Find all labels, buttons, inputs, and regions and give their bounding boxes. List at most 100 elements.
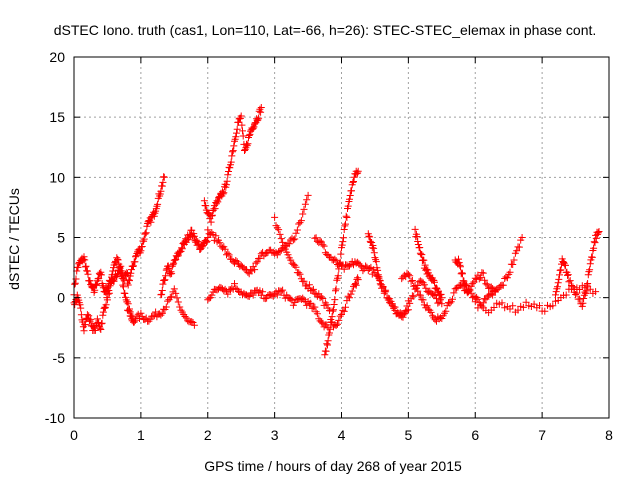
data-point-marker xyxy=(490,304,498,311)
data-point-marker xyxy=(225,168,232,175)
data-point-marker xyxy=(212,232,220,240)
data-point-marker xyxy=(246,130,254,138)
data-point-marker xyxy=(351,281,359,289)
x-tick-label: 7 xyxy=(538,427,546,443)
data-point-marker xyxy=(346,195,353,203)
data-point-marker xyxy=(96,324,104,332)
data-point-marker xyxy=(76,301,84,309)
data-point-marker xyxy=(519,303,527,311)
y-axis-title: dSTEC / TECUs xyxy=(6,188,22,290)
data-point-marker xyxy=(132,253,139,261)
data-point-marker xyxy=(230,142,238,150)
data-point-marker xyxy=(101,304,109,312)
data-point-marker xyxy=(331,296,339,304)
data-point-marker xyxy=(154,200,162,208)
data-point-marker xyxy=(312,234,320,242)
data-point-marker xyxy=(307,299,315,307)
data-point-marker xyxy=(208,212,216,220)
data-point-marker xyxy=(277,287,285,295)
data-point-marker xyxy=(457,263,464,271)
data-point-marker xyxy=(114,256,122,264)
data-point-marker xyxy=(319,241,327,249)
data-point-marker xyxy=(341,222,349,230)
data-point-marker xyxy=(92,281,100,289)
data-point-marker xyxy=(568,282,575,289)
data-point-marker xyxy=(437,290,445,298)
data-point-marker xyxy=(224,290,232,298)
data-point-marker xyxy=(91,286,99,294)
data-point-marker xyxy=(330,306,337,314)
data-point-marker xyxy=(239,127,246,135)
data-point-marker xyxy=(337,250,345,258)
data-point-marker xyxy=(249,124,257,132)
data-point-marker xyxy=(86,277,94,285)
data-point-marker xyxy=(284,251,292,259)
data-point-marker xyxy=(200,197,208,205)
data-point-marker xyxy=(572,291,580,298)
data-point-marker xyxy=(97,320,105,328)
data-point-marker xyxy=(584,280,592,287)
data-point-marker xyxy=(146,217,154,225)
data-point-marker xyxy=(335,316,343,324)
data-point-marker xyxy=(202,202,210,210)
data-point-marker xyxy=(157,311,165,319)
data-point-marker xyxy=(273,224,281,232)
data-point-marker xyxy=(586,266,594,274)
data-point-marker xyxy=(473,293,481,301)
data-point-marker xyxy=(120,275,127,283)
x-tick-label: 5 xyxy=(404,427,412,443)
data-point-marker xyxy=(332,322,340,329)
data-point-marker xyxy=(109,267,117,275)
data-point-marker xyxy=(581,288,589,296)
data-point-marker xyxy=(340,226,348,233)
data-point-marker xyxy=(556,271,563,279)
data-point-marker xyxy=(275,226,283,234)
data-point-marker xyxy=(479,269,487,277)
data-point-marker xyxy=(499,281,507,289)
data-point-marker xyxy=(173,252,181,260)
data-point-marker xyxy=(219,190,227,198)
x-tick-label: 3 xyxy=(271,427,279,443)
y-tick-label: 5 xyxy=(57,230,65,246)
data-point-marker xyxy=(281,245,289,253)
data-point-marker xyxy=(94,319,102,326)
data-point-marker xyxy=(77,311,85,319)
data-point-marker xyxy=(84,270,92,278)
data-point-marker xyxy=(459,270,466,278)
data-point-marker xyxy=(346,294,353,302)
data-point-marker xyxy=(420,281,428,289)
data-point-marker xyxy=(352,281,360,289)
data-point-marker xyxy=(130,262,137,270)
data-point-marker xyxy=(292,263,300,271)
data-point-marker xyxy=(162,272,170,280)
data-point-marker xyxy=(120,283,127,291)
data-point-marker xyxy=(121,290,129,297)
data-point-marker xyxy=(506,268,514,276)
data-point-marker xyxy=(583,281,591,289)
data-point-marker xyxy=(287,256,295,264)
data-point-marker xyxy=(420,256,428,264)
data-point-marker xyxy=(233,125,241,133)
data-point-marker xyxy=(338,241,346,249)
data-point-marker xyxy=(299,210,307,218)
data-point-marker xyxy=(578,302,586,310)
data-point-marker xyxy=(408,277,416,284)
data-point-marker xyxy=(555,275,563,283)
data-point-marker xyxy=(342,220,349,228)
data-point-marker xyxy=(372,258,380,266)
data-point-marker xyxy=(564,271,572,279)
data-point-marker xyxy=(100,304,108,312)
data-point-marker xyxy=(91,281,99,289)
data-point-marker xyxy=(232,133,240,141)
data-point-marker xyxy=(305,300,313,308)
data-point-marker xyxy=(231,280,238,288)
data-point-marker xyxy=(349,178,357,186)
data-point-marker xyxy=(562,291,570,299)
data-point-marker xyxy=(296,270,304,278)
data-point-marker xyxy=(579,299,587,307)
data-point-marker xyxy=(475,275,483,283)
data-point-marker xyxy=(303,196,311,204)
data-point-marker xyxy=(164,297,172,305)
data-point-marker xyxy=(408,292,416,300)
data-point-marker xyxy=(91,326,99,334)
